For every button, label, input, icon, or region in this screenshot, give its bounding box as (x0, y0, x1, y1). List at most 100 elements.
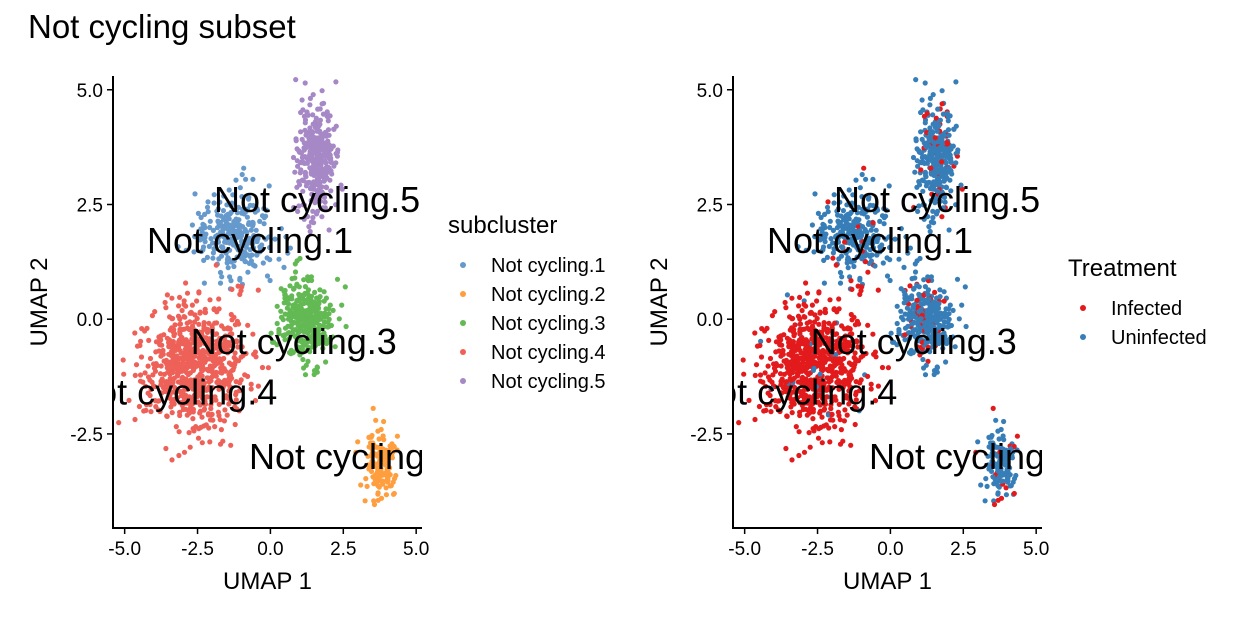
cell-point (197, 410, 203, 416)
cell-point (842, 333, 849, 339)
cell-point (927, 95, 934, 101)
cell-point (313, 341, 319, 347)
cell-point (243, 176, 249, 182)
cell-point (926, 334, 932, 340)
cell-point (201, 222, 207, 228)
cell-point (220, 384, 226, 390)
cell-point (797, 294, 803, 300)
cell-point (236, 408, 242, 414)
cell-point (881, 221, 887, 227)
cell-point (185, 371, 191, 378)
cell-point (325, 324, 331, 330)
cell-point (824, 394, 830, 400)
cell-point (819, 364, 825, 370)
cell-point (839, 274, 845, 280)
cell-point (323, 160, 329, 166)
cell-point (788, 344, 795, 350)
cell-point (213, 369, 219, 375)
cell-point (931, 172, 937, 178)
cell-point (921, 216, 927, 222)
cell-point (736, 420, 742, 426)
cell-point (795, 368, 802, 374)
cell-point (811, 319, 818, 325)
cell-point (937, 117, 944, 123)
cell-point (210, 250, 216, 256)
cell-point (205, 199, 211, 205)
cell-point (934, 156, 940, 162)
cell-point (801, 301, 807, 307)
cell-point (806, 394, 813, 400)
cell-point (132, 416, 138, 423)
page-title: Not cycling subset (28, 8, 296, 45)
legend-swatch (460, 378, 466, 384)
cell-point (857, 277, 863, 283)
cell-point (863, 350, 869, 357)
cell-point (209, 398, 215, 404)
cell-point (313, 146, 319, 152)
cell-point (239, 171, 245, 178)
cell-point (794, 353, 800, 359)
cell-point (931, 330, 937, 336)
cell-point (789, 410, 795, 416)
cell-point (379, 478, 385, 484)
cell-point (920, 356, 926, 363)
cell-point (849, 240, 856, 246)
cell-point (849, 375, 855, 381)
cell-point (1003, 492, 1010, 498)
cell-point (935, 317, 942, 323)
cell-point (181, 449, 188, 455)
cell-point (804, 363, 810, 369)
cell-point (898, 226, 904, 232)
cell-point (834, 345, 840, 351)
cell-point (150, 372, 156, 378)
cell-point (199, 414, 205, 420)
cell-point (830, 385, 836, 391)
cell-point (822, 239, 828, 245)
cell-point (177, 326, 183, 332)
cell-point (825, 209, 831, 215)
cell-point (963, 323, 969, 330)
cell-point (222, 377, 228, 383)
cell-point (362, 498, 368, 504)
cell-point (132, 372, 138, 378)
cell-point (253, 227, 259, 233)
x-tick-label: -5.0 (728, 539, 761, 560)
cell-point (338, 182, 344, 188)
cell-point (930, 112, 936, 118)
points-group (116, 77, 400, 508)
cell-point (252, 238, 258, 244)
x-axis-title: UMAP 1 (843, 568, 932, 595)
cell-point (165, 389, 171, 395)
cell-point (267, 277, 273, 284)
cell-point (227, 326, 233, 332)
cell-point (905, 316, 912, 322)
cell-point (919, 136, 925, 142)
cell-point (757, 372, 764, 378)
cell-point (314, 156, 320, 162)
cell-point (958, 182, 964, 188)
cell-point (302, 284, 308, 290)
cell-point (896, 328, 902, 334)
cell-point (788, 352, 794, 358)
cell-point (375, 483, 381, 489)
cell-point (236, 321, 242, 327)
cell-point (835, 409, 842, 415)
legend-swatch (460, 262, 466, 268)
cell-point (255, 287, 261, 293)
cell-point (190, 409, 196, 415)
cell-point (928, 150, 935, 156)
cell-point (824, 366, 830, 373)
cell-point (853, 357, 859, 363)
y-axis-title: UMAP 2 (26, 258, 53, 347)
cell-point (843, 220, 850, 226)
cell-point (894, 342, 900, 348)
cell-point (289, 321, 295, 327)
cell-point (997, 449, 1003, 455)
cell-point (333, 79, 339, 85)
cell-point (184, 320, 190, 326)
cell-point (242, 259, 249, 265)
cell-point (841, 366, 847, 372)
cell-point (831, 192, 837, 198)
